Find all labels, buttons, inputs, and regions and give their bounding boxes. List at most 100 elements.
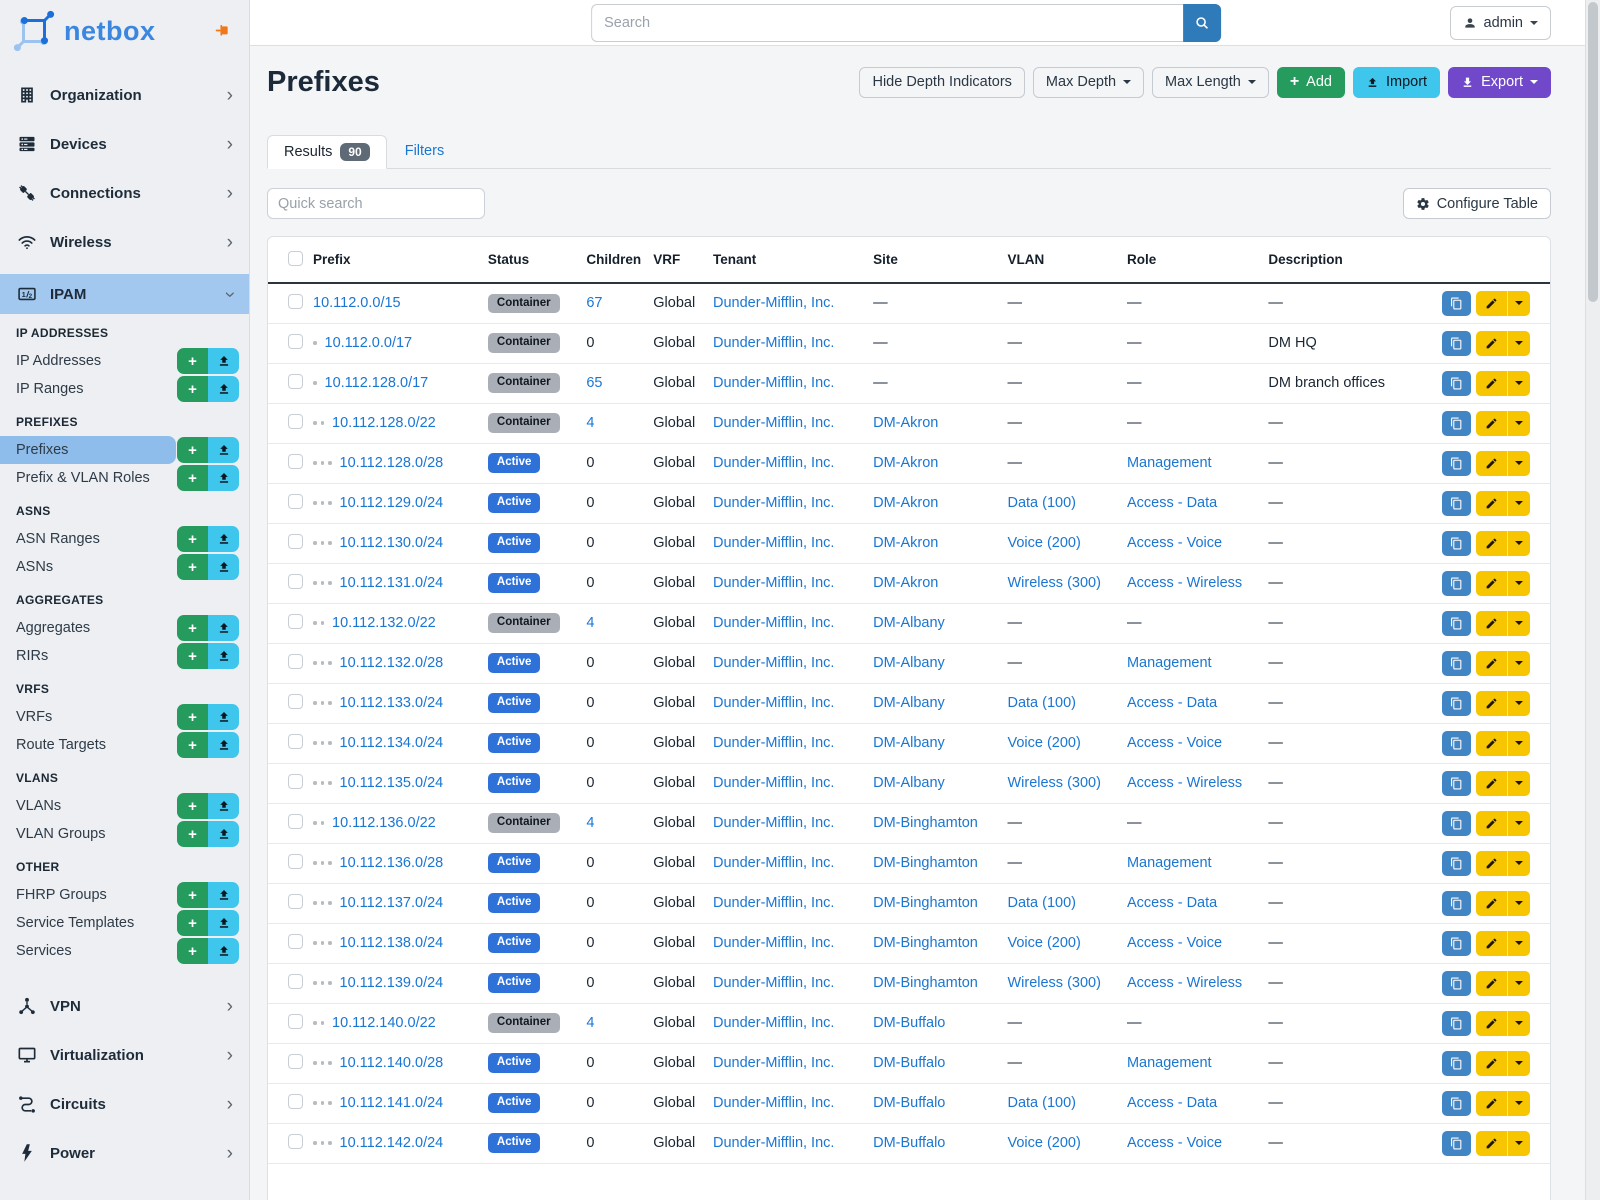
clone-button[interactable] [1442,1050,1471,1076]
prefix-link[interactable]: 10.112.132.0/22 [332,615,436,631]
sidebar-link[interactable]: FHRP Groups [0,881,176,909]
add-icon-button[interactable]: + [177,348,208,374]
sidebar-item-virtualization[interactable]: Virtualization › [0,1038,249,1072]
pin-sidebar-icon[interactable] [215,24,231,38]
search-input[interactable] [591,4,1184,42]
prefix-link[interactable]: 10.112.140.0/22 [332,1015,436,1031]
prefix-link[interactable]: 10.112.141.0/24 [339,1095,444,1111]
tenant-link[interactable]: Dunder-Mifflin, Inc. [713,735,835,751]
sidebar-link[interactable]: Aggregates [0,614,176,642]
column-header-description[interactable]: Description [1268,237,1442,284]
clone-button[interactable] [1442,490,1471,516]
site-link[interactable]: DM-Buffalo [873,1135,946,1151]
clone-button[interactable] [1442,1010,1471,1036]
clone-button[interactable] [1442,890,1471,916]
edit-dropdown-toggle[interactable] [1507,1090,1530,1116]
sidebar-link[interactable]: VRFs [0,703,176,731]
edit-button[interactable] [1476,570,1507,596]
edit-dropdown-toggle[interactable] [1507,890,1530,916]
edit-button[interactable] [1476,530,1507,556]
vlan-link[interactable]: Voice (200) [1007,1135,1081,1151]
import-icon-button[interactable] [208,704,239,730]
configure-table-button[interactable]: Configure Table [1402,188,1551,219]
role-link[interactable]: Access - Data [1126,495,1218,511]
import-icon-button[interactable] [208,910,239,936]
vlan-link[interactable]: Data (100) [1007,1095,1076,1111]
row-checkbox[interactable] [288,933,303,949]
edit-dropdown-toggle[interactable] [1507,1010,1530,1036]
sidebar-link[interactable]: ASNs [0,553,176,581]
add-icon-button[interactable]: + [177,643,208,669]
site-link[interactable]: DM-Binghamton [873,935,978,951]
add-icon-button[interactable]: + [177,821,208,847]
edit-dropdown-toggle[interactable] [1507,530,1530,556]
tab-filters[interactable]: Filters [387,134,462,168]
row-checkbox[interactable] [288,733,303,749]
edit-dropdown-toggle[interactable] [1507,850,1530,876]
column-header-children[interactable]: Children [586,237,654,284]
sidebar-link[interactable]: IP Ranges [0,375,176,403]
row-checkbox[interactable] [288,413,303,429]
prefix-link[interactable]: 10.112.136.0/22 [332,815,436,831]
row-checkbox[interactable] [288,293,303,309]
clone-button[interactable] [1442,530,1471,556]
sidebar-link[interactable]: VLANs [0,792,176,820]
clone-button[interactable] [1442,370,1471,396]
prefix-link[interactable]: 10.112.128.0/22 [332,415,436,431]
tenant-link[interactable]: Dunder-Mifflin, Inc. [713,335,835,351]
tenant-link[interactable]: Dunder-Mifflin, Inc. [713,495,835,511]
row-checkbox[interactable] [288,973,303,989]
edit-dropdown-toggle[interactable] [1507,490,1530,516]
sidebar-link[interactable]: Service Templates [0,909,176,937]
tenant-link[interactable]: Dunder-Mifflin, Inc. [713,695,835,711]
prefix-link[interactable]: 10.112.137.0/24 [339,895,444,911]
tenant-link[interactable]: Dunder-Mifflin, Inc. [713,975,835,991]
import-icon-button[interactable] [208,348,239,374]
tenant-link[interactable]: Dunder-Mifflin, Inc. [713,1015,835,1031]
vlan-link[interactable]: Data (100) [1007,895,1076,911]
row-checkbox[interactable] [288,493,303,509]
role-link[interactable]: Access - Wireless [1126,575,1243,591]
clone-button[interactable] [1442,770,1471,796]
site-link[interactable]: DM-Albany [873,655,945,671]
clone-button[interactable] [1442,1090,1471,1116]
add-icon-button[interactable]: + [177,882,208,908]
site-link[interactable]: DM-Albany [873,735,945,751]
import-icon-button[interactable] [208,465,239,491]
edit-dropdown-toggle[interactable] [1507,610,1530,636]
add-icon-button[interactable]: + [177,376,208,402]
clone-button[interactable] [1442,650,1471,676]
netbox-logo-text[interactable]: netbox [64,15,156,46]
site-link[interactable]: DM-Akron [873,415,939,431]
sidebar-link[interactable]: ASN Ranges [0,525,176,553]
tenant-link[interactable]: Dunder-Mifflin, Inc. [713,575,835,591]
clone-button[interactable] [1442,330,1471,356]
prefix-link[interactable]: 10.112.0.0/17 [324,335,413,351]
sidebar-item-wireless[interactable]: Wireless › [0,225,249,259]
column-header-prefix[interactable]: Prefix [313,237,488,284]
edit-dropdown-toggle[interactable] [1507,810,1530,836]
search-button[interactable] [1183,4,1222,42]
tenant-link[interactable]: Dunder-Mifflin, Inc. [713,855,835,871]
scrollbar-thumb[interactable] [1588,2,1598,302]
tenant-link[interactable]: Dunder-Mifflin, Inc. [713,615,835,631]
add-icon-button[interactable]: + [177,465,208,491]
sidebar-link[interactable]: RIRs [0,642,176,670]
clone-button[interactable] [1442,570,1471,596]
vlan-link[interactable]: Voice (200) [1007,535,1081,551]
prefix-link[interactable]: 10.112.142.0/24 [339,1135,444,1151]
add-icon-button[interactable]: + [177,793,208,819]
add-icon-button[interactable]: + [177,615,208,641]
column-header-vrf[interactable]: VRF [653,237,714,284]
row-checkbox[interactable] [288,813,303,829]
vlan-link[interactable]: Voice (200) [1007,935,1081,951]
site-link[interactable]: DM-Buffalo [873,1015,946,1031]
row-checkbox[interactable] [288,573,303,589]
row-checkbox[interactable] [288,1133,303,1149]
import-icon-button[interactable] [208,882,239,908]
edit-dropdown-toggle[interactable] [1507,570,1530,596]
vlan-link[interactable]: Wireless (300) [1007,975,1101,991]
sidebar-link[interactable]: Prefixes [0,436,176,464]
edit-button[interactable] [1476,610,1507,636]
